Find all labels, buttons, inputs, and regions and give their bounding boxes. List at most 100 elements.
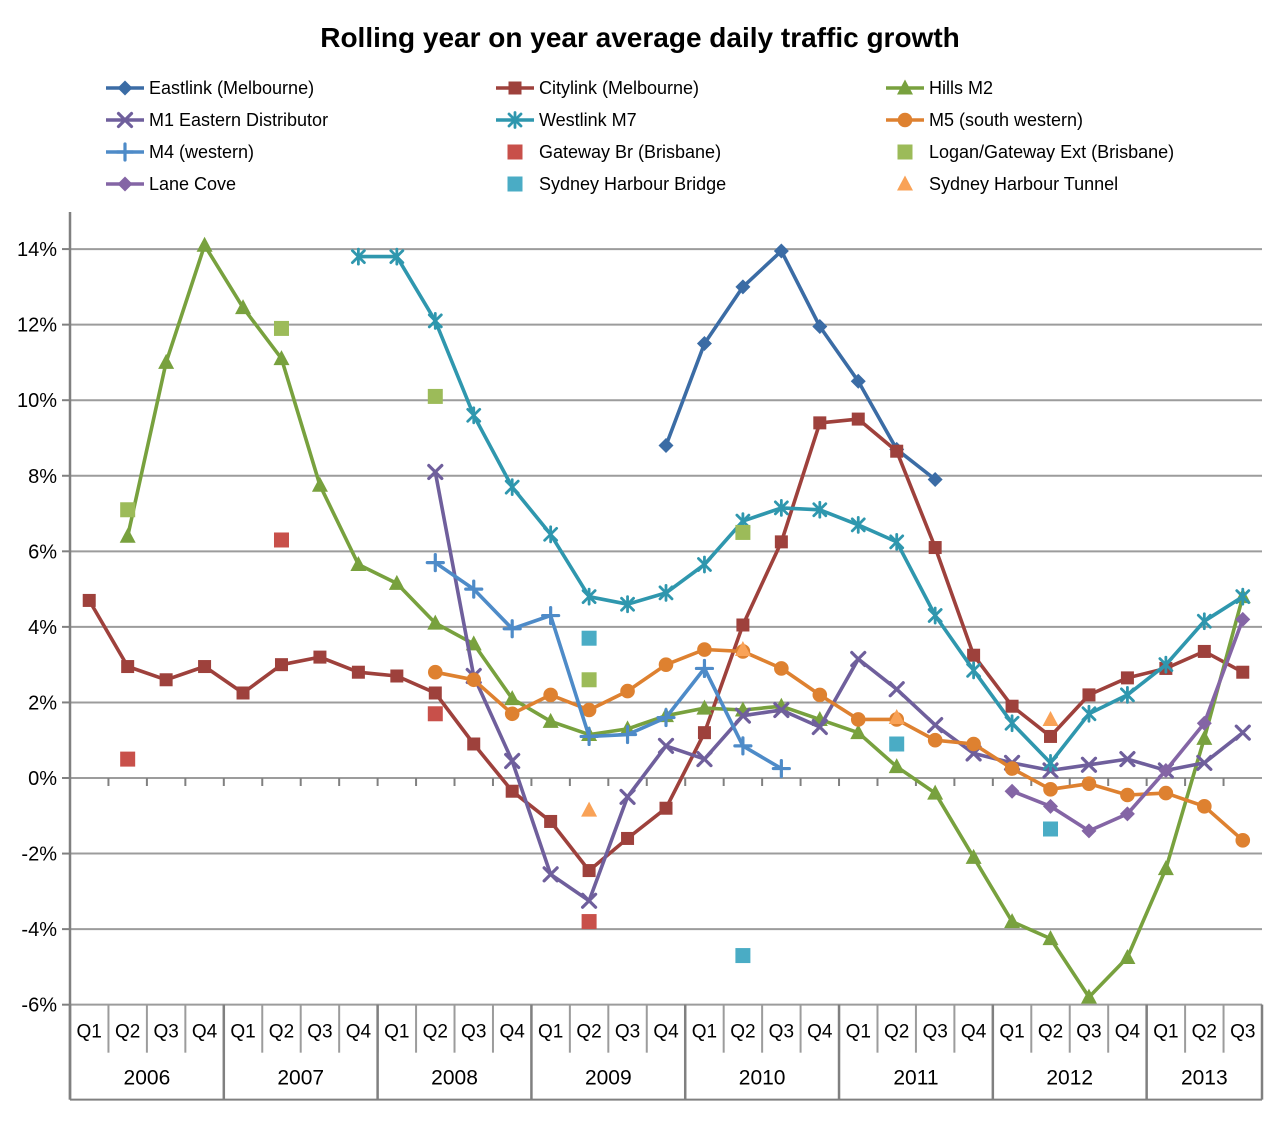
marker-triangle <box>927 784 944 800</box>
marker-triangle <box>1080 988 1097 1004</box>
series-sydney-harbour-bridge <box>581 630 1059 964</box>
marker-square <box>120 751 136 767</box>
marker-x <box>619 788 636 805</box>
year-label: 2013 <box>1181 1067 1228 1090</box>
legend-item: Hills M2 <box>883 77 1273 99</box>
marker-square <box>735 524 751 540</box>
marker-triangle <box>581 801 598 817</box>
legend-label: Eastlink (Melbourne) <box>149 77 315 98</box>
legend-triangle-icon <box>897 175 913 191</box>
marker-square <box>1044 729 1058 743</box>
marker-plus <box>115 142 135 162</box>
marker-asterisk <box>427 311 443 330</box>
marker-triangle <box>897 175 913 191</box>
marker-diamond <box>658 438 674 454</box>
quarter-label: Q2 <box>1038 1022 1063 1043</box>
marker-circle <box>543 687 558 703</box>
marker-square <box>889 736 905 752</box>
year-label: 2010 <box>739 1067 786 1090</box>
marker-x <box>1234 724 1251 741</box>
legend-item: Sydney Harbour Bridge <box>493 173 883 195</box>
marker-x <box>888 681 905 698</box>
chart-legend: Eastlink (Melbourne) Citylink (Melbourne)… <box>103 72 1263 200</box>
year-label: 2011 <box>893 1067 938 1090</box>
marker-plus <box>464 579 484 599</box>
marker-square <box>697 726 711 740</box>
legend-item: Logan/Gateway Ext (Brisbane) <box>883 141 1273 163</box>
marker-square <box>851 412 865 426</box>
legend-label: Sydney Harbour Bridge <box>539 173 727 194</box>
marker-triangle <box>235 299 252 315</box>
quarter-label: Q3 <box>769 1022 794 1043</box>
marker-circle <box>1043 782 1058 797</box>
marker-x <box>850 650 867 668</box>
series-line <box>433 647 1245 843</box>
marker-diamond <box>812 319 828 335</box>
marker-square <box>236 686 250 700</box>
marker-x <box>734 707 752 724</box>
marker-asterisk <box>1196 612 1212 631</box>
legend-square-icon <box>507 144 523 160</box>
marker-square <box>121 660 135 674</box>
marker-x <box>1196 754 1213 771</box>
marker-square <box>1197 644 1211 658</box>
y-tick-label: 14% <box>17 239 57 261</box>
marker-x <box>927 717 944 734</box>
marker-square <box>427 388 443 404</box>
marker-triangle <box>965 848 982 864</box>
year-labels: 2006 2007 2008 2009 2010 2011 2012 2013 <box>124 1067 1228 1090</box>
y-tick-label: 2% <box>28 692 57 714</box>
legend-item: Sydney Harbour Tunnel <box>883 173 1273 195</box>
quarter-label: Q1 <box>538 1022 563 1043</box>
marker-triangle <box>897 79 913 95</box>
quarter-label: Q2 <box>1192 1022 1217 1043</box>
series-sydney-harbour-tunnel <box>581 641 1059 817</box>
marker-asterisk <box>812 500 828 519</box>
series-line <box>664 249 937 482</box>
quarter-label: Q2 <box>423 1022 448 1043</box>
year-label: 2009 <box>585 1067 632 1090</box>
quarter-label: Q2 <box>115 1022 140 1043</box>
marker-triangle <box>350 556 367 572</box>
legend-label: Gateway Br (Brisbane) <box>539 141 722 162</box>
marker-x <box>580 892 598 909</box>
marker-triangle <box>273 350 290 366</box>
quarter-label: Q1 <box>692 1022 717 1043</box>
legend-item: Lane Cove <box>103 173 493 195</box>
legend-square-icon <box>897 144 913 160</box>
marker-square <box>1043 821 1059 837</box>
quarter-label: Q2 <box>730 1022 755 1043</box>
marker-square <box>390 669 404 683</box>
quarter-label: Q3 <box>307 1022 332 1043</box>
marker-circle <box>1158 785 1174 801</box>
quarter-label: Q4 <box>500 1022 526 1043</box>
legend-label: M5 (south western) <box>929 109 1084 130</box>
marker-square <box>505 784 519 798</box>
marker-square <box>1236 665 1250 679</box>
quarter-label: Q1 <box>846 1022 871 1043</box>
quarter-label: Q1 <box>1153 1022 1178 1043</box>
year-label: 2006 <box>124 1067 171 1090</box>
marker-circle <box>1235 833 1251 848</box>
marker-circle <box>1120 787 1135 803</box>
year-label: 2012 <box>1046 1067 1093 1090</box>
marker-triangle <box>850 724 867 740</box>
marker-diamond <box>1119 806 1135 822</box>
quarter-label: Q3 <box>1076 1022 1101 1043</box>
y-tick-label: 8% <box>28 466 57 488</box>
marker-square <box>351 665 365 679</box>
legend-circle-icon <box>886 112 924 128</box>
marker-asterisk <box>581 587 597 606</box>
quarter-label: Q3 <box>461 1022 486 1043</box>
marker-plus <box>694 658 715 679</box>
marker-circle <box>620 683 635 699</box>
legend-label: Logan/Gateway Ext (Brisbane) <box>929 141 1175 162</box>
marker-diamond <box>696 336 712 352</box>
marker-diamond <box>850 373 866 389</box>
quarter-labels: Q1 Q2 Q3 Q4 Q1 Q2 Q3 Q4 Q1 Q2 Q3 Q4 Q1 Q2 Q3 Q4 Q1 Q2 Q3 Q4… <box>77 1022 1256 1043</box>
y-tick-label: 0% <box>28 768 57 790</box>
quarter-label: Q1 <box>999 1022 1024 1043</box>
y-tick-label: 12% <box>17 315 57 337</box>
marker-square <box>313 650 327 664</box>
